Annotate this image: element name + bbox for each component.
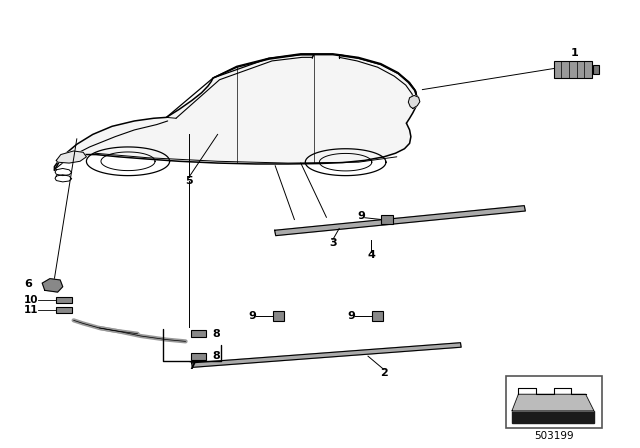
Text: 9: 9 <box>357 211 365 221</box>
Bar <box>191 330 206 337</box>
Bar <box>381 215 393 224</box>
Polygon shape <box>275 206 525 236</box>
Text: 10: 10 <box>24 295 38 305</box>
Bar <box>506 376 602 428</box>
Text: 1: 1 <box>570 48 578 58</box>
Polygon shape <box>512 394 594 411</box>
Bar <box>273 311 284 321</box>
Polygon shape <box>408 95 420 108</box>
Bar <box>56 307 72 313</box>
Polygon shape <box>54 55 417 170</box>
Polygon shape <box>191 343 461 367</box>
Text: 8: 8 <box>212 351 220 361</box>
Bar <box>56 297 72 303</box>
Text: 9: 9 <box>348 311 355 321</box>
Text: 3: 3 <box>329 238 337 248</box>
Text: 2: 2 <box>380 368 388 378</box>
Text: 503199: 503199 <box>534 431 573 441</box>
Bar <box>593 65 599 73</box>
Text: 6: 6 <box>24 280 32 289</box>
Polygon shape <box>56 151 86 163</box>
Text: 9: 9 <box>248 311 256 321</box>
Polygon shape <box>42 279 63 292</box>
Text: 11: 11 <box>24 305 38 315</box>
Bar <box>372 311 383 321</box>
Text: 4: 4 <box>367 250 375 260</box>
Bar <box>554 61 592 78</box>
Text: 8: 8 <box>212 329 220 339</box>
Text: 7: 7 <box>188 362 196 371</box>
Bar <box>191 353 206 360</box>
Text: 5: 5 <box>185 176 193 186</box>
Polygon shape <box>512 411 594 423</box>
